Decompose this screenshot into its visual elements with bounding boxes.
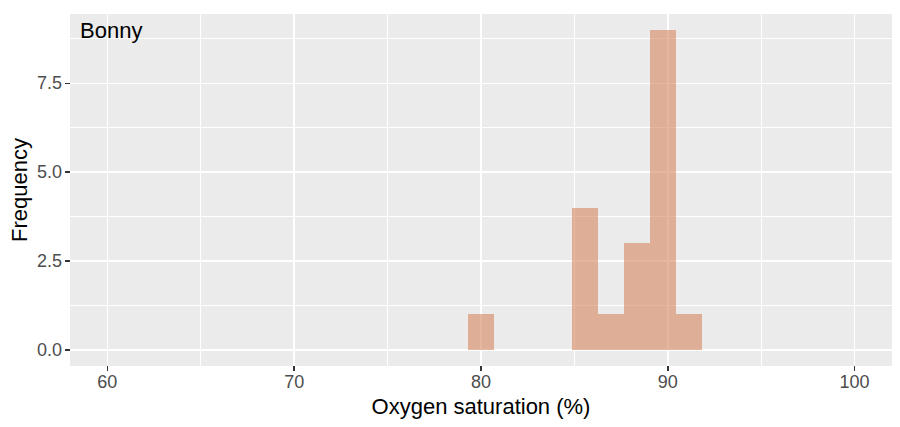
facet-label: Bonny [80,18,142,44]
y-tick-mark [65,83,70,85]
histogram-bar [650,30,676,350]
gridline-minor-x [387,14,388,366]
histogram-bar [468,314,494,350]
y-tick-label: 2.5 [0,251,62,272]
y-tick-label: 0.0 [0,340,62,361]
gridline-minor-x [200,14,201,366]
y-tick-label: 7.5 [0,73,62,94]
x-tick-label: 80 [471,372,491,393]
y-tick-mark [65,171,70,173]
x-axis-title: Oxygen saturation (%) [70,394,892,420]
gridline-minor-x [761,14,762,366]
histogram-bar [598,314,624,350]
histogram-bar [676,314,702,350]
x-tick-label: 90 [658,372,678,393]
x-tick-mark [480,366,482,371]
y-tick-label: 5.0 [0,162,62,183]
x-tick-label: 60 [97,372,117,393]
x-tick-label: 70 [284,372,304,393]
x-tick-mark [667,366,669,371]
plot-panel: Bonny [70,14,892,366]
gridline-major-x [107,14,109,366]
gridline-major-x [854,14,856,366]
y-tick-mark [65,349,70,351]
histogram-bar [572,208,598,350]
y-axis-title: Frequency [7,138,33,242]
x-tick-mark [293,366,295,371]
x-tick-mark [854,366,856,371]
x-tick-mark [107,366,109,371]
histogram-bar [624,243,650,350]
x-tick-label: 100 [840,372,870,393]
gridline-major-x [293,14,295,366]
histogram-figure: Bonny Frequency Oxygen saturation (%) 60… [0,0,900,427]
gridline-major-x [480,14,482,366]
y-tick-mark [65,260,70,262]
